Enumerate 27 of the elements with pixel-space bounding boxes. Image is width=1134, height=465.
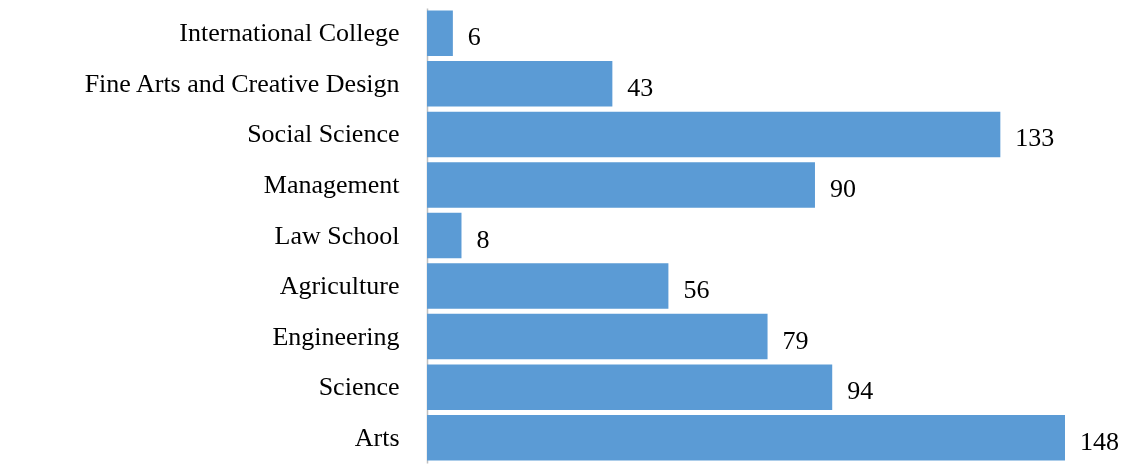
data-label: 6 — [467, 22, 481, 52]
data-label: 8 — [476, 224, 490, 254]
y-tick-label: Science — [318, 372, 400, 402]
data-label: 43 — [627, 72, 654, 102]
y-tick-label: Management — [263, 169, 401, 199]
data-label: 94 — [847, 376, 874, 406]
data-label: 79 — [782, 325, 809, 355]
bar — [427, 364, 833, 410]
y-tick-label: Agriculture — [279, 271, 400, 301]
y-tick-label: Fine Arts and Creative Design — [84, 68, 400, 98]
bar — [427, 111, 1001, 158]
bar — [427, 10, 453, 57]
bar — [427, 263, 669, 309]
y-tick-label: International College — [179, 18, 400, 48]
data-label: 56 — [683, 275, 710, 305]
y-tick-label: Arts — [354, 422, 400, 452]
bar — [427, 61, 613, 107]
bar — [427, 313, 768, 360]
y-tick-label: Social Science — [247, 119, 400, 149]
data-label: 148 — [1080, 426, 1119, 456]
bar — [427, 162, 815, 208]
y-tick-label: Engineering — [272, 321, 400, 351]
y-tick-label: Law School — [274, 220, 400, 250]
data-label: 133 — [1015, 123, 1055, 153]
data-label: 90 — [829, 173, 856, 203]
bar — [427, 212, 462, 259]
bar — [427, 414, 1065, 461]
